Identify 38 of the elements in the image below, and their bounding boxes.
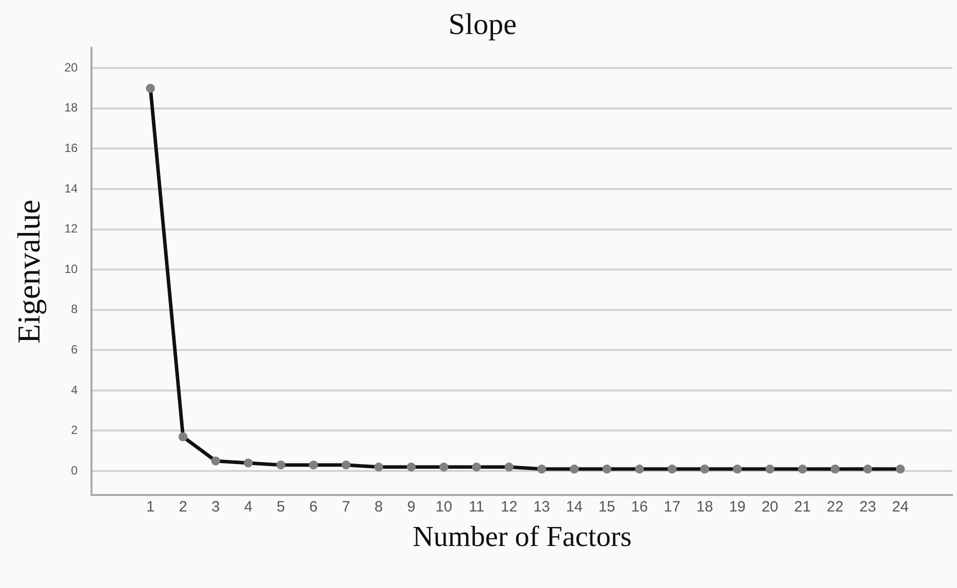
x-tick-label: 16 (631, 498, 648, 516)
x-tick-label: 3 (211, 498, 220, 516)
x-tick-label: 24 (892, 498, 909, 516)
y-tick-label: 20 (64, 60, 78, 74)
y-tick-label: 10 (64, 262, 78, 276)
x-tick-label: 20 (762, 498, 778, 516)
y-tick-label: 4 (71, 382, 78, 397)
x-tick-label: 8 (374, 498, 383, 516)
x-tick-label: 19 (728, 498, 746, 516)
x-tick-label: 1 (146, 498, 155, 516)
y-tick-label: 6 (71, 342, 78, 356)
x-tick-label: 23 (859, 498, 876, 516)
y-axis-title: Eigenvalue (10, 200, 47, 344)
x-tick-label: 14 (566, 498, 583, 516)
x-tick-label: 7 (342, 498, 350, 516)
x-tick-label: 21 (794, 498, 811, 516)
x-tick-label: 17 (664, 498, 680, 516)
y-tick-label: 12 (64, 222, 78, 236)
x-tick-label: 12 (500, 498, 518, 516)
y-tick-label: 14 (64, 181, 78, 196)
x-tick-label: 4 (244, 498, 252, 516)
y-tick-label: 16 (64, 141, 78, 156)
x-axis-title: Number of Factors (412, 521, 632, 554)
y-tick-label: 8 (71, 302, 78, 316)
x-tick-label: 9 (407, 498, 416, 516)
x-tick-label: 13 (533, 498, 550, 516)
y-tick-label: 2 (71, 423, 78, 438)
x-tick-label: 2 (178, 498, 188, 516)
x-tick-label: 5 (276, 498, 286, 516)
x-tick-label: 11 (468, 498, 484, 516)
x-tick-label: 18 (696, 498, 714, 516)
y-tick-label: 18 (64, 100, 78, 115)
y-tick-label: 0 (71, 463, 78, 478)
x-tick-label: 10 (436, 498, 452, 516)
x-tick-label: 15 (598, 498, 616, 516)
chart-title: Slope (448, 8, 517, 41)
x-tick-label: 6 (309, 498, 318, 516)
x-tick-label: 22 (826, 498, 844, 516)
